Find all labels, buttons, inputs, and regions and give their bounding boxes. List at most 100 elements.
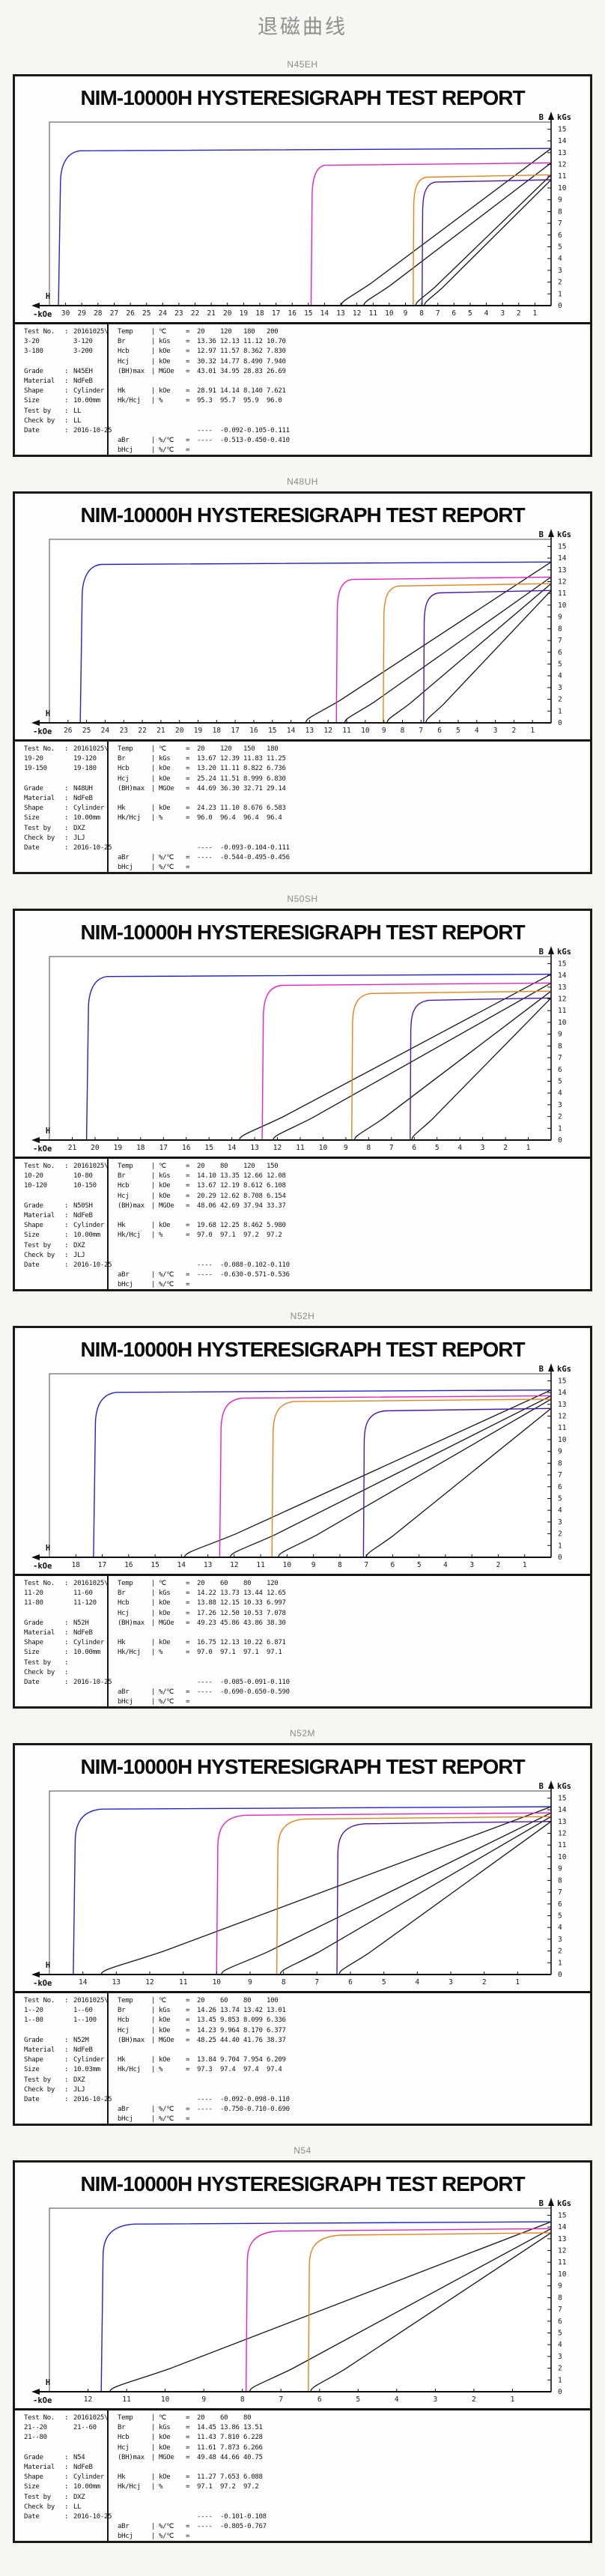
svg-text:8: 8 bbox=[558, 625, 562, 633]
measurement-unit: kOe bbox=[159, 1639, 171, 1647]
svg-text:2: 2 bbox=[558, 279, 562, 287]
info-row: Size:10.00mm bbox=[24, 396, 107, 406]
svg-text:3: 3 bbox=[558, 1936, 562, 1944]
equals-glyph bbox=[186, 2046, 197, 2055]
info-separator: : bbox=[64, 1649, 69, 1657]
equals-glyph: = bbox=[186, 2434, 190, 2442]
svg-text:1: 1 bbox=[523, 1561, 527, 1569]
info-value: 20161025\ bbox=[73, 1997, 109, 2004]
info-key: Test by bbox=[24, 1658, 51, 1667]
info-key bbox=[24, 2026, 64, 2036]
measurement-value: 120 bbox=[243, 1163, 255, 1170]
info-value: 10.03mm bbox=[73, 2066, 100, 2074]
measurement-label: Hk bbox=[118, 2473, 126, 2482]
svg-text:26: 26 bbox=[64, 727, 73, 735]
info-value: 10.00mm bbox=[73, 1231, 100, 1240]
svg-text:15: 15 bbox=[558, 2211, 566, 2219]
svg-text:14: 14 bbox=[177, 1561, 186, 1569]
info-row: Test No.:20161025\ bbox=[24, 1162, 108, 1172]
measurement-unit: %/℃ bbox=[159, 864, 174, 872]
svg-text:8: 8 bbox=[558, 1459, 562, 1467]
info-separator: : bbox=[64, 2076, 69, 2084]
measurement-label bbox=[118, 2046, 151, 2055]
measurement-label: aBr bbox=[118, 1271, 130, 1279]
measurement-value: -0.092 bbox=[220, 2095, 243, 2103]
info-value: JLJ bbox=[73, 2085, 85, 2094]
equals-glyph: = bbox=[186, 2483, 190, 2491]
svg-text:-kOe: -kOe bbox=[33, 1145, 52, 1154]
intrinsic-curve-120℃ bbox=[310, 162, 552, 306]
measurement-row: Br | kGs = 14.26 13.74 13.42 13.01 bbox=[118, 2006, 590, 2016]
svg-text:3: 3 bbox=[558, 1101, 562, 1109]
measurement-row: aBr | %/℃ = ---- -0.750 -0.710 -0.690 bbox=[118, 2105, 590, 2115]
grade-section: N52M NIM-10000H HYSTERESIGRAPH TEST REPO… bbox=[0, 1728, 605, 2126]
measurement-unit: %/℃ bbox=[159, 1698, 174, 1706]
measurement-unit: % bbox=[159, 2483, 163, 2491]
svg-text:6: 6 bbox=[558, 1483, 562, 1491]
measurement-value: 100 bbox=[267, 1997, 279, 2004]
measurement-value: 12.08 bbox=[267, 1172, 286, 1181]
info-row: Grade: N45EH bbox=[24, 367, 107, 377]
normal-curve-20℃ bbox=[239, 974, 552, 1140]
svg-text:6: 6 bbox=[391, 1561, 395, 1569]
svg-text:10: 10 bbox=[558, 601, 567, 610]
measurement-value: 14.22 bbox=[197, 1589, 216, 1598]
equals-glyph: = bbox=[186, 745, 190, 753]
info-separator: : bbox=[64, 1580, 69, 1587]
measurement-value: 43.86 bbox=[243, 1619, 263, 1627]
info-row: Test by: DXZ bbox=[24, 2076, 107, 2085]
info-row: Shape: Cylinder bbox=[24, 1221, 107, 1231]
measurement-label: Hcb bbox=[118, 2434, 130, 2442]
equals-glyph bbox=[186, 1668, 197, 1678]
info-key: 3-180 bbox=[24, 348, 43, 356]
column-divider-glyph: | bbox=[151, 348, 156, 356]
svg-text:12: 12 bbox=[558, 2247, 566, 2255]
measurement-label: Br bbox=[118, 338, 126, 346]
intrinsic-curve-80℃ bbox=[308, 2232, 552, 2392]
column-divider-glyph: | bbox=[151, 2066, 156, 2074]
svg-text:H: H bbox=[46, 1127, 50, 1136]
normal-curve-80℃ bbox=[278, 1398, 552, 1557]
measurement-value: 8.170 bbox=[243, 2026, 263, 2034]
info-row: Test by: DXZ bbox=[24, 2493, 107, 2503]
measurement-value: -0.690 bbox=[267, 2106, 290, 2114]
measurement-unit bbox=[159, 834, 186, 843]
measurement-label: Hcb bbox=[118, 2016, 130, 2025]
measurement-row: (BH)max | MGOe = 48.06 42.69 37.94 33.37 bbox=[118, 1201, 590, 1211]
svg-text:2: 2 bbox=[517, 309, 521, 318]
info-key: 1--20 bbox=[24, 2007, 43, 2015]
measurement-row bbox=[118, 2085, 590, 2095]
equals-glyph bbox=[186, 2095, 197, 2105]
normal-curve-20℃ bbox=[100, 1806, 552, 1975]
measurement-value: 120 bbox=[220, 328, 232, 336]
equals-glyph bbox=[186, 1251, 197, 1261]
svg-text:16: 16 bbox=[249, 727, 258, 735]
measurement-label: aBr bbox=[118, 2523, 130, 2531]
measurement-unit: kGs bbox=[159, 338, 171, 346]
svg-text:B: B bbox=[539, 948, 544, 957]
svg-text:9: 9 bbox=[201, 2395, 206, 2404]
grade-label: N48UH bbox=[287, 476, 318, 487]
info-row: Material: NdFeB bbox=[24, 2046, 107, 2055]
svg-text:7: 7 bbox=[558, 2306, 562, 2314]
info-key: Test by bbox=[24, 2493, 51, 2501]
measurement-value: -0.544 bbox=[220, 854, 243, 862]
measurement-row: bHcj | %/℃ = bbox=[118, 2532, 590, 2541]
svg-text:4: 4 bbox=[457, 1144, 462, 1152]
measurement-value: 5.980 bbox=[267, 1222, 286, 1230]
measurement-column: Temp | ℃ = 20 120 150 180 Br | kGs = 13.67 12.39 11.83… bbox=[109, 742, 590, 872]
svg-text:11: 11 bbox=[342, 727, 351, 735]
info-separator bbox=[64, 1609, 73, 1619]
column-divider-glyph: | bbox=[151, 1281, 156, 1289]
measurement-unit: %/℃ bbox=[159, 854, 174, 862]
svg-text:10: 10 bbox=[558, 2270, 567, 2279]
column-divider-glyph bbox=[151, 2046, 159, 2055]
info-row: 11-20 11-60 bbox=[24, 1589, 107, 1598]
info-key: Grade bbox=[24, 2453, 43, 2461]
equals-glyph bbox=[186, 824, 197, 834]
result-table: Test No.:20161025\ 1--20 1--60 1--80 1--100 G… bbox=[15, 1991, 590, 2124]
measurement-row: (BH)max | MGOe = 49.48 44.66 40.75 bbox=[118, 2453, 590, 2463]
measurement-value: 8.462 bbox=[243, 1222, 263, 1230]
info-value: NdFeB bbox=[73, 2463, 93, 2471]
measurement-label: (BH)max bbox=[118, 1201, 145, 1210]
